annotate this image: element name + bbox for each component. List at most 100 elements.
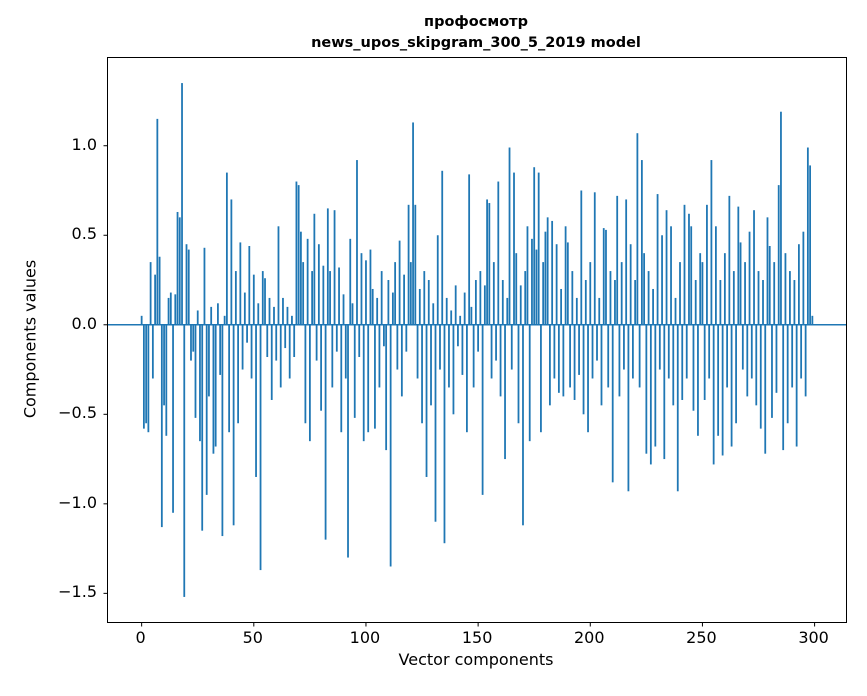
x-tick-label: 50 bbox=[242, 628, 263, 647]
bar bbox=[295, 181, 298, 325]
bar bbox=[755, 324, 758, 406]
bar bbox=[297, 185, 300, 325]
bar bbox=[501, 280, 504, 325]
bar bbox=[396, 324, 399, 370]
bar bbox=[640, 160, 643, 325]
bar bbox=[741, 324, 744, 370]
bar bbox=[472, 324, 475, 388]
bar bbox=[811, 315, 814, 325]
bar bbox=[748, 231, 751, 325]
bar bbox=[490, 324, 493, 379]
bar bbox=[806, 147, 809, 325]
bar bbox=[584, 280, 587, 325]
bar bbox=[759, 324, 762, 429]
x-tick-label: 250 bbox=[686, 628, 717, 647]
bar bbox=[549, 324, 551, 406]
bar bbox=[483, 285, 486, 325]
bar bbox=[169, 292, 172, 325]
bar bbox=[645, 324, 648, 454]
y-tick-label: −1.5 bbox=[58, 582, 97, 602]
bar bbox=[681, 324, 684, 400]
bar bbox=[448, 324, 450, 388]
bar bbox=[156, 118, 159, 325]
bar bbox=[360, 253, 363, 325]
bar bbox=[239, 242, 242, 325]
bar bbox=[468, 174, 471, 325]
bar bbox=[780, 111, 782, 325]
bar bbox=[214, 324, 217, 447]
bar bbox=[234, 271, 237, 325]
bar bbox=[190, 324, 192, 361]
chart-title: профосмотр news_upos_skipgram_300_5_2019… bbox=[107, 12, 845, 54]
bar bbox=[291, 315, 293, 325]
bar bbox=[187, 249, 190, 325]
bar bbox=[302, 262, 305, 325]
bar bbox=[535, 249, 538, 325]
bar bbox=[221, 324, 224, 537]
bar bbox=[715, 226, 717, 325]
bar bbox=[163, 324, 165, 406]
bar bbox=[528, 324, 531, 442]
bar bbox=[789, 271, 791, 325]
bar bbox=[802, 231, 805, 325]
bar bbox=[495, 324, 497, 361]
bar bbox=[726, 324, 729, 388]
bar bbox=[217, 303, 219, 325]
bar bbox=[703, 324, 706, 400]
bar bbox=[732, 271, 735, 325]
bar bbox=[616, 195, 619, 325]
bar bbox=[369, 249, 372, 325]
bar bbox=[672, 324, 675, 406]
bar bbox=[288, 324, 291, 379]
bar bbox=[273, 306, 275, 325]
bar bbox=[423, 271, 426, 325]
bar bbox=[578, 324, 580, 375]
bar bbox=[434, 324, 437, 522]
bar bbox=[517, 324, 520, 424]
bar bbox=[540, 324, 542, 433]
bar bbox=[183, 324, 186, 597]
y-tick-label: −0.5 bbox=[58, 403, 97, 423]
bar bbox=[712, 324, 715, 465]
bar bbox=[804, 324, 807, 397]
bar bbox=[688, 213, 690, 325]
bar bbox=[719, 280, 722, 325]
y-tick-label: −1.0 bbox=[58, 492, 97, 512]
bar bbox=[757, 271, 760, 325]
bar bbox=[338, 267, 340, 325]
bar bbox=[347, 324, 349, 558]
bar bbox=[510, 324, 513, 370]
bar bbox=[203, 247, 206, 325]
bar bbox=[160, 324, 163, 528]
bar bbox=[277, 226, 280, 325]
bar bbox=[652, 288, 654, 325]
bar bbox=[246, 324, 248, 343]
bar bbox=[562, 324, 565, 397]
bar bbox=[614, 280, 616, 325]
bar bbox=[313, 213, 316, 325]
bar bbox=[775, 324, 778, 393]
bar bbox=[201, 324, 204, 531]
bar bbox=[553, 324, 556, 379]
bar bbox=[750, 324, 753, 379]
bar bbox=[782, 324, 785, 451]
bar bbox=[255, 324, 257, 477]
bar bbox=[488, 203, 491, 325]
bar bbox=[387, 280, 390, 325]
bar bbox=[270, 324, 273, 400]
bar bbox=[793, 280, 796, 325]
plot-area bbox=[103, 57, 847, 627]
bar bbox=[717, 324, 720, 436]
bar bbox=[643, 253, 646, 325]
bar bbox=[537, 172, 540, 325]
x-tick-label: 100 bbox=[349, 628, 381, 647]
bar bbox=[771, 324, 773, 418]
bar bbox=[385, 324, 388, 451]
bar bbox=[580, 190, 583, 325]
bar bbox=[730, 324, 733, 447]
y-tick-label: 1.0 bbox=[71, 134, 97, 154]
bar bbox=[546, 217, 549, 325]
bar bbox=[602, 228, 605, 325]
bar bbox=[167, 297, 170, 325]
bar-chart bbox=[103, 83, 846, 627]
